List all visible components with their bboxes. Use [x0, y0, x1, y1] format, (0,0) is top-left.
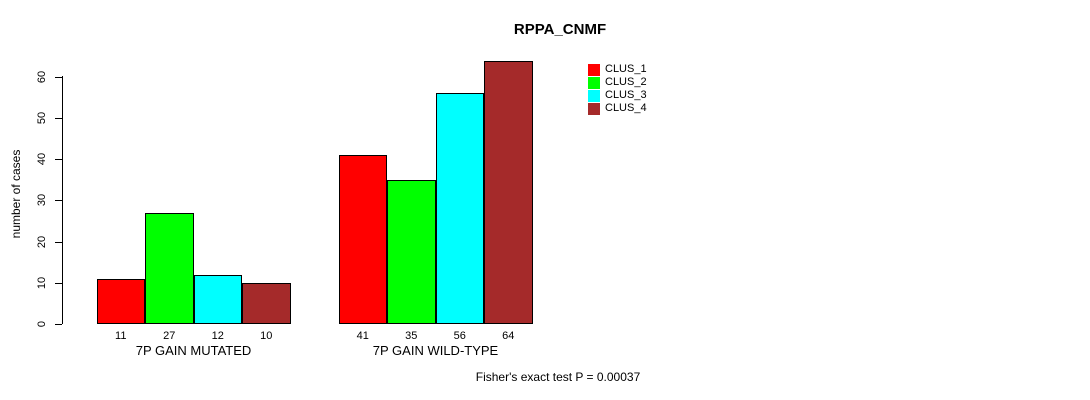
y-tick-label: 40 — [36, 153, 48, 166]
legend: CLUS_1 CLUS_2 CLUS_3 CLUS_4 — [588, 63, 647, 115]
y-tick-mark — [55, 282, 62, 284]
legend-label: CLUS_3 — [605, 89, 647, 101]
y-tick-label: 50 — [36, 112, 48, 125]
y-tick-mark — [55, 76, 62, 78]
bar-clus_2-group2 — [387, 179, 436, 324]
bar-value-label: 10 — [260, 330, 273, 342]
legend-label: CLUS_1 — [605, 63, 647, 75]
y-tick-label: 10 — [36, 276, 48, 289]
legend-label: CLUS_2 — [605, 76, 647, 88]
group-label: 7P GAIN WILD-TYPE — [372, 343, 499, 358]
y-tick-label: 30 — [36, 194, 48, 207]
bar-clus_4-group2 — [484, 60, 533, 324]
y-axis-label: number of cases — [9, 149, 23, 239]
bar-value-label: 64 — [502, 330, 515, 342]
legend-swatch-icon — [588, 76, 600, 89]
y-tick-mark — [55, 324, 62, 325]
legend-item-clus_2: CLUS_2 — [588, 76, 647, 89]
y-tick-mark — [55, 241, 62, 243]
legend-label: CLUS_4 — [605, 102, 647, 114]
y-tick-mark — [55, 118, 62, 120]
legend-item-clus_4: CLUS_4 — [588, 102, 647, 115]
bar-value-label: 12 — [211, 330, 224, 342]
y-tick-mark — [55, 159, 62, 161]
bar-clus_1-group1 — [96, 278, 145, 324]
group-label: 7P GAIN MUTATED — [135, 343, 252, 358]
bar-clus_2-group1 — [145, 212, 194, 324]
bar-value-label: 56 — [453, 330, 466, 342]
y-tick-label: 60 — [36, 70, 48, 84]
bar-clus_4-group1 — [242, 282, 291, 324]
legend-item-clus_1: CLUS_1 — [588, 63, 647, 76]
bar-value-label: 35 — [405, 330, 418, 342]
y-tick-label: 0 — [36, 320, 48, 328]
bar-value-label: 11 — [115, 330, 127, 342]
caption-fisher-test: Fisher's exact test P = 0.00037 — [475, 370, 641, 384]
bar-value-label: 27 — [163, 330, 176, 342]
bar-value-label: 41 — [356, 330, 369, 342]
bar-clus_3-group1 — [193, 274, 242, 324]
chart-title: RPPA_CNMF — [513, 21, 607, 38]
y-tick-mark — [55, 200, 62, 202]
y-tick-label: 20 — [36, 235, 48, 248]
legend-swatch-icon — [588, 89, 600, 102]
legend-swatch-icon — [588, 63, 600, 76]
y-axis-line — [62, 76, 63, 324]
legend-item-clus_3: CLUS_3 — [588, 89, 647, 102]
bar-clus_1-group2 — [338, 155, 387, 324]
bar-clus_3-group2 — [435, 93, 484, 324]
legend-swatch-icon — [588, 102, 600, 115]
